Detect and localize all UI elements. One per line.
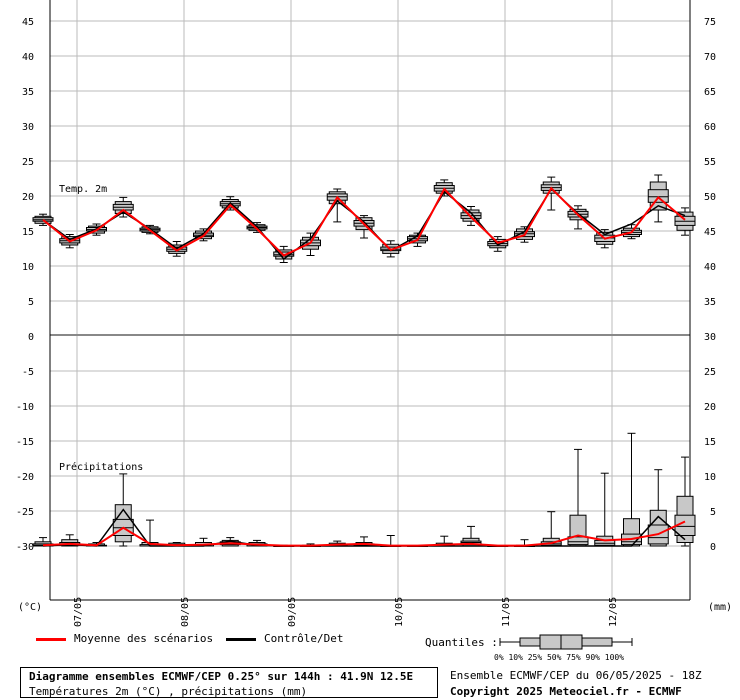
- left-tick-label: 25: [22, 157, 34, 168]
- left-tick-label: 5: [28, 297, 34, 308]
- footer-box: Diagramme ensembles ECMWF/CEP 0.25° sur …: [20, 667, 438, 698]
- right-tick-label: 75: [704, 17, 716, 28]
- date-label: 08/05: [180, 597, 191, 627]
- right-tick-label: 5: [710, 507, 716, 518]
- footer-subtitle: Températures 2m (°C) , précipitations (m…: [29, 685, 308, 698]
- precip-panel-label: Précipitations: [59, 461, 143, 473]
- date-label: 10/05: [394, 597, 405, 627]
- unit-left: (°C): [18, 602, 42, 613]
- left-tick-label: -25: [16, 507, 34, 518]
- precip-box-inner: [567, 536, 589, 546]
- legend-quantiles-label: Quantiles :: [425, 636, 498, 649]
- right-tick-label: 30: [704, 332, 716, 343]
- temp-box-inner: [647, 189, 669, 203]
- left-tick-label: 15: [22, 227, 34, 238]
- legend-quantiles-scale: 0% 10% 25% 50% 75% 90% 100%: [494, 653, 625, 662]
- date-label: 12/05: [608, 597, 619, 627]
- left-tick-label: -5: [22, 367, 34, 378]
- left-tick-label: 20: [22, 192, 34, 203]
- left-tick-label: -15: [16, 437, 34, 448]
- right-tick-label: 15: [704, 437, 716, 448]
- right-tick-label: 55: [704, 157, 716, 168]
- left-tick-label: 10: [22, 262, 34, 273]
- left-tick-label: 0: [28, 332, 34, 343]
- precip-control-line: [42, 508, 686, 547]
- copyright: Copyright 2025 Meteociel.fr - ECMWF: [450, 685, 682, 698]
- run-info: Ensemble ECMWF/CEP du 06/05/2025 - 18Z: [450, 669, 702, 682]
- right-tick-label: 40: [704, 262, 716, 273]
- right-tick-label: 70: [704, 52, 716, 63]
- legend-mean: Moyenne des scénarios: [36, 632, 236, 646]
- right-tick-label: 45: [704, 227, 716, 238]
- legend-control-line: [226, 638, 256, 641]
- left-tick-label: 40: [22, 52, 34, 63]
- left-tick-label: 35: [22, 87, 34, 98]
- right-tick-label: 10: [704, 472, 716, 483]
- right-tick-label: 35: [704, 297, 716, 308]
- right-tick-label: 20: [704, 402, 716, 413]
- legend-mean-label: Moyenne des scénarios: [74, 632, 214, 645]
- right-tick-label: 25: [704, 367, 716, 378]
- left-tick-label: 30: [22, 122, 34, 133]
- legend-control: Contrôle/Det: [226, 632, 406, 646]
- right-tick-label: 50: [704, 192, 716, 203]
- left-tick-label: -30: [16, 542, 34, 553]
- legend-mean-line: [36, 638, 66, 641]
- left-tick-label: 45: [22, 17, 34, 28]
- right-tick-label: 60: [704, 122, 716, 133]
- footer-title: Diagramme ensembles ECMWF/CEP 0.25° sur …: [29, 670, 414, 683]
- legend-control-label: Contrôle/Det: [264, 632, 344, 645]
- temp-mean-line: [42, 186, 686, 257]
- precip-mean-line: [42, 520, 686, 547]
- temp-panel-label: Temp. 2m: [59, 184, 107, 195]
- right-tick-label: 0: [710, 542, 716, 553]
- right-tick-label: 65: [704, 87, 716, 98]
- plot-area: [50, 0, 690, 600]
- left-tick-label: -10: [16, 402, 34, 413]
- date-label: 09/05: [287, 597, 298, 627]
- unit-right: (mm): [708, 602, 732, 613]
- date-label: 11/05: [501, 597, 512, 627]
- date-label: 07/05: [73, 597, 84, 627]
- left-tick-label: -20: [16, 472, 34, 483]
